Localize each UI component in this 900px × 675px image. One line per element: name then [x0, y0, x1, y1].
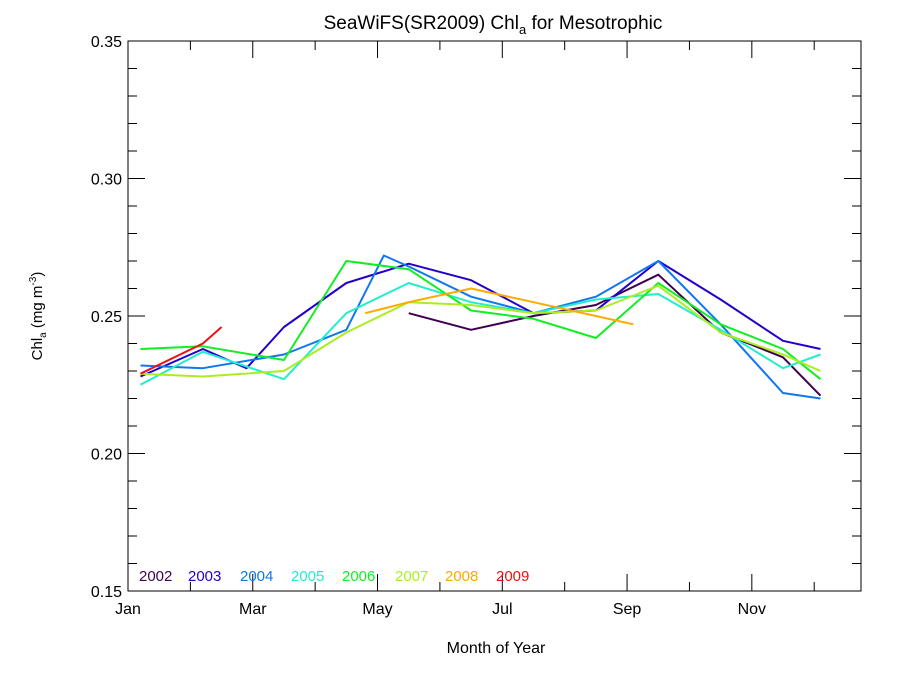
plot-frame	[127, 40, 862, 592]
y-tick-labels: 0.15 0.20 0.25 0.30 0.35	[91, 34, 122, 601]
legend-entry-2008: 2008	[445, 568, 478, 585]
series-line-2007	[140, 284, 821, 378]
series-line-2003	[140, 260, 821, 378]
legend-entry-2005: 2005	[291, 568, 324, 585]
y-tick-label: 0.35	[91, 34, 122, 51]
x-tick-label: Mar	[239, 601, 267, 618]
legend-entry-2009: 2009	[496, 568, 529, 585]
legend-entry-2007: 2007	[395, 568, 428, 585]
y-tick-label: 0.30	[91, 172, 122, 189]
series-line-2008	[364, 287, 634, 326]
chart-title: SeaWiFS(SR2009) Chla for Mesotrophic	[324, 13, 663, 37]
y-tick-label: 0.20	[91, 447, 122, 464]
x-axis-label: Month of Year	[447, 640, 546, 657]
x-tick-label: May	[362, 601, 392, 618]
major-ticks	[127, 40, 861, 592]
x-tick-label: Nov	[738, 601, 766, 618]
series-lines	[140, 254, 822, 400]
series-line-2002	[408, 273, 822, 397]
x-tick-label: Jul	[492, 601, 512, 618]
legend: 2002 2003 2004 2005 2006 2007 2008 2009	[139, 568, 529, 585]
legend-entry-2004: 2004	[240, 568, 273, 585]
x-tick-labels: Jan Mar May Jul Sep Nov	[115, 601, 766, 618]
y-tick-label: 0.15	[91, 584, 122, 601]
series-line-2006	[140, 260, 822, 380]
legend-entry-2002: 2002	[139, 568, 172, 585]
legend-entry-2003: 2003	[188, 568, 221, 585]
y-axis-label: Chla (mg m-3)	[28, 272, 49, 361]
x-tick-label: Jan	[115, 601, 141, 618]
series-line-2009	[140, 326, 223, 375]
legend-entry-2006: 2006	[342, 568, 375, 585]
minor-ticks	[128, 40, 861, 592]
y-tick-label: 0.25	[91, 309, 122, 326]
x-tick-label: Sep	[613, 601, 642, 618]
